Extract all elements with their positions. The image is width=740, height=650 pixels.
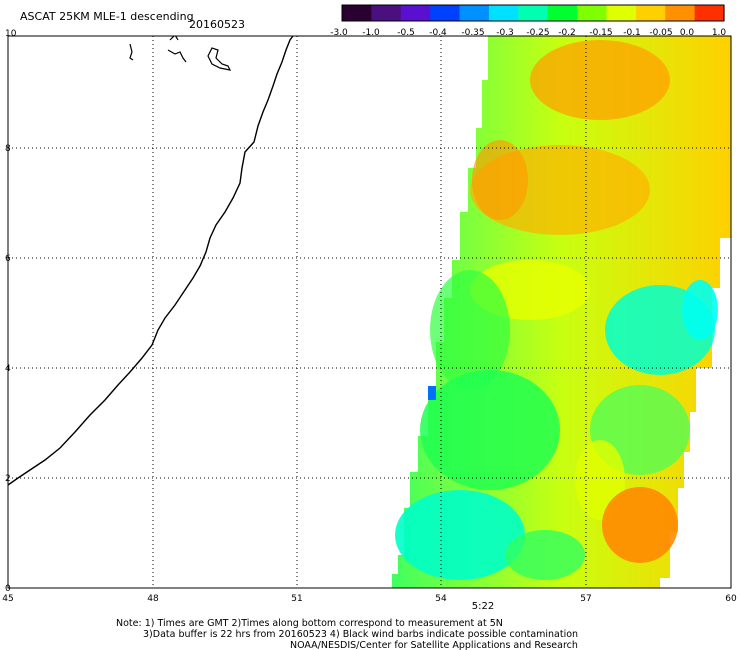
x-tick-label: 60 [725,594,737,604]
color-bar-swatch [665,5,696,21]
swath-region-cyan [395,490,525,580]
x-tick-label: 57 [580,594,591,604]
color-bar-tick-label: 1.0 [712,28,727,38]
color-bar-tick-label: -0.35 [461,28,484,38]
coastline [8,36,294,486]
color-bar-swatch [459,5,490,21]
color-bar-tick-label: -0.3 [496,28,514,38]
y-tick-label: 2 [5,474,11,484]
color-bar-tick-label: -0.15 [589,28,612,38]
y-tick-label: 10 [5,29,17,39]
color-bar: -3.0 -1.0 -0.5 -0.4 -0.35 -0.3 -0.25 -0.… [330,4,727,38]
swath-region-blue [428,386,436,400]
island [129,43,134,61]
color-bar-tick-label: -0.1 [623,28,641,38]
color-bar-swatch [694,5,725,21]
color-bar-swatch [342,5,372,21]
swath-time-label: 5:22 [472,601,494,612]
ascat-swath [392,36,731,588]
y-tick-label: 8 [5,144,11,154]
y-tick-label: 6 [5,254,11,264]
color-bar-tick-label: -3.0 [330,28,348,38]
color-bar-tick-label: -0.5 [397,28,415,38]
footnote-line: NOAA/NESDIS/Center for Satellite Applica… [290,640,578,650]
swath-region-orange [602,487,678,563]
color-bar-tick-label: -0.05 [649,28,672,38]
color-bar-swatch [371,5,402,21]
swath-region-green [430,270,510,390]
x-tick-label: 51 [291,594,302,604]
x-tick-label: 45 [2,594,13,604]
map-frame [7,35,732,589]
y-tick-label: 0 [5,584,11,594]
color-bar-tick-label: -0.4 [429,28,447,38]
color-bar-swatch [400,5,431,21]
map-date: 20160523 [189,18,245,31]
swath-region-green [505,530,585,580]
island [207,47,232,71]
color-bar-swatches [342,5,725,21]
color-bar-swatch [547,5,578,21]
color-bar-tick-label: -0.2 [558,28,576,38]
color-bar-swatch [577,5,608,21]
color-bar-swatch [606,5,637,21]
color-bar-swatch [635,5,666,21]
map-plot-area [8,36,731,588]
map-title: ASCAT 25KM MLE-1 descending [20,10,194,23]
swath-region-cyan [682,280,718,340]
color-bar-tick-label: -0.25 [526,28,549,38]
x-tick-label: 48 [147,594,159,604]
color-bar-tick-label: -1.0 [362,28,380,38]
color-bar-tick-label: 0.0 [680,28,695,38]
y-tick-label: 4 [5,364,11,374]
footnote-line: Note: 1) Times are GMT 2)Times along bot… [116,618,503,629]
swath-region-orange [530,40,670,120]
island [167,49,187,63]
color-bar-frame [341,4,725,22]
x-tick-label: 54 [435,594,447,604]
swath-region-orange [472,140,528,220]
map-gridlines [8,36,731,588]
color-bar-swatch [430,5,461,21]
color-bar-swatch [488,5,519,21]
color-bar-swatch [518,5,549,21]
swath-region-green [420,370,560,490]
footnote-line: 3)Data buffer is 22 hrs from 20160523 4)… [143,629,578,640]
island [169,36,179,41]
